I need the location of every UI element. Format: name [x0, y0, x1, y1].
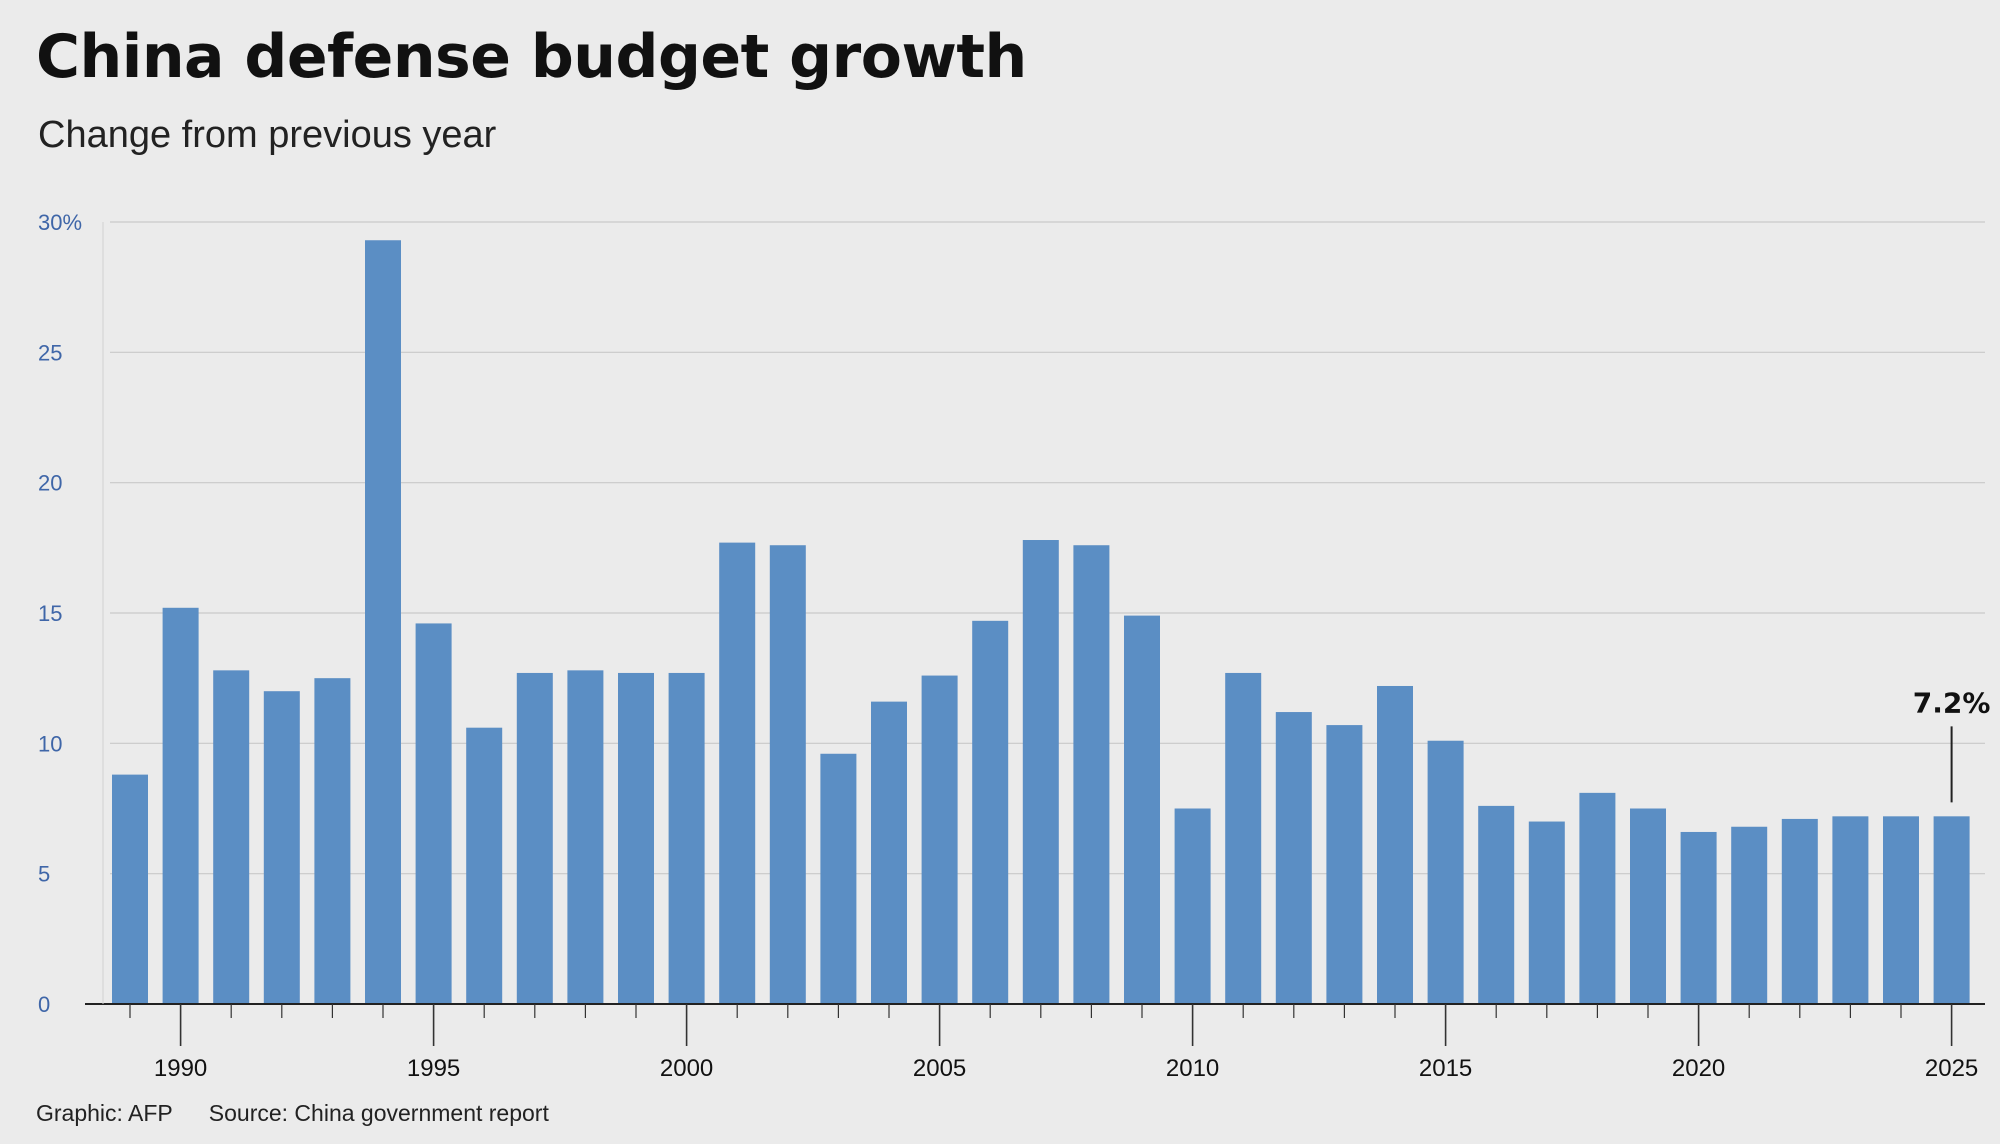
- bar: [820, 753, 857, 1004]
- y-tick-label: 30%: [38, 210, 82, 235]
- bar: [1528, 821, 1565, 1004]
- bar: [1781, 818, 1818, 1004]
- bar: [567, 670, 604, 1004]
- footer: Graphic: AFP Source: China government rep…: [36, 1100, 585, 1127]
- y-axis-ticks: 30% 25 20 15 10 5 0: [38, 210, 82, 1017]
- bar: [1174, 808, 1211, 1004]
- bar: [415, 623, 452, 1004]
- chart-title: China defense budget growth: [36, 22, 1027, 92]
- bar: [1832, 816, 1869, 1004]
- bar: [1225, 672, 1262, 1004]
- y-tick-label: 15: [38, 601, 62, 626]
- bar: [466, 727, 503, 1004]
- y-tick-label: 5: [38, 862, 50, 887]
- bar: [1883, 816, 1919, 1004]
- source-text: Source: China government report: [208, 1100, 549, 1126]
- bar: [112, 774, 148, 1004]
- bar: [668, 672, 705, 1004]
- bar: [871, 701, 907, 1004]
- y-tick-label: 0: [38, 992, 50, 1017]
- bar: [1275, 712, 1312, 1004]
- bar: [972, 620, 1009, 1004]
- x-tick-label: 2025: [1925, 1055, 1978, 1082]
- axes: [85, 222, 1985, 1005]
- y-tick-label: 10: [38, 731, 62, 756]
- bar: [1579, 792, 1616, 1004]
- bar: [365, 240, 401, 1004]
- x-tick-label: 2000: [660, 1055, 713, 1082]
- annotation: 7.2%: [1913, 686, 1991, 803]
- x-tick-label: 2010: [1166, 1055, 1219, 1082]
- bar: [1933, 816, 1970, 1004]
- x-tick-label: 1990: [154, 1055, 207, 1082]
- bar: [516, 672, 553, 1004]
- bar: [1073, 545, 1110, 1004]
- x-tick-label: 2005: [913, 1055, 966, 1082]
- credit-text: Graphic: AFP: [36, 1100, 173, 1126]
- bar: [1680, 831, 1717, 1004]
- bar: [1124, 615, 1160, 1004]
- bar: [1022, 540, 1059, 1004]
- y-tick-label: 25: [38, 340, 62, 365]
- bar: [1478, 805, 1515, 1004]
- annotation-label: 7.2%: [1913, 686, 1991, 719]
- bar: [1326, 725, 1363, 1004]
- bar: [769, 545, 806, 1004]
- bar: [719, 542, 756, 1004]
- x-tick-label: 2015: [1419, 1055, 1472, 1082]
- bar: [1377, 685, 1413, 1004]
- bar: [921, 675, 958, 1004]
- y-tick-label: 20: [38, 471, 62, 496]
- bar: [162, 607, 199, 1004]
- bar: [213, 670, 250, 1004]
- chart-subtitle: Change from previous year: [38, 114, 497, 156]
- bar: [1731, 826, 1768, 1004]
- bars: [112, 240, 1970, 1004]
- bar: [263, 691, 300, 1004]
- bar: [314, 678, 351, 1004]
- bar: [1427, 740, 1464, 1004]
- x-axis-ticks: 1990 1995 2000 2005 2010 2015 2020 2025: [129, 1004, 1978, 1082]
- x-tick-label: 2020: [1672, 1055, 1725, 1082]
- bar: [1630, 808, 1666, 1004]
- x-tick-label: 1995: [407, 1055, 460, 1082]
- bar: [618, 672, 654, 1004]
